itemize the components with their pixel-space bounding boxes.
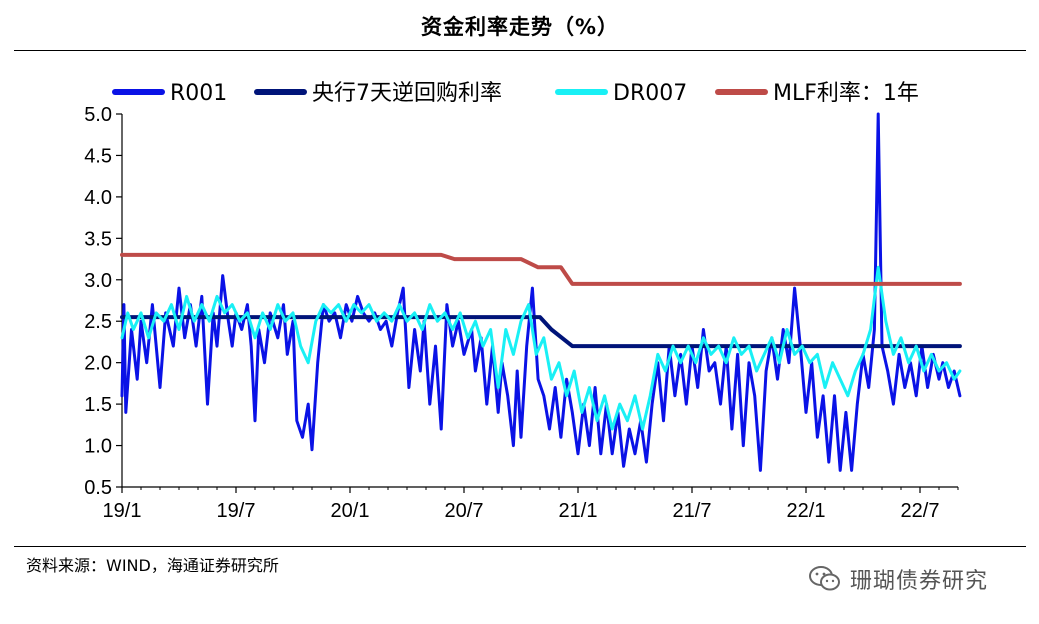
chart-legend: R001 央行7天逆回购利率 DR007 MLF利率：1年 xyxy=(112,81,919,106)
footer-rule xyxy=(14,546,1026,547)
chart-title: 资金利率走势（%） xyxy=(420,15,620,39)
watermark-text: 珊瑚债券研究 xyxy=(850,569,989,594)
series-line-dr007 xyxy=(120,265,962,431)
title-rule xyxy=(14,50,1026,51)
x-tick-label: 19/1 xyxy=(103,500,142,522)
legend-label-policy: 央行7天逆回购利率 xyxy=(312,81,502,106)
series-layer xyxy=(120,112,962,472)
y-axis: 0.5 1.0 1.5 2.0 2.5 3.0 3.5 4.0 4.5 5.0 xyxy=(84,104,123,499)
y-tick-label: 3.5 xyxy=(84,228,112,250)
y-tick-label: 4.5 xyxy=(84,145,112,167)
legend-label-mlf: MLF利率：1年 xyxy=(773,81,919,106)
series-line-r001 xyxy=(120,112,962,472)
x-tick-label: 20/7 xyxy=(445,500,484,522)
x-tick-label: 21/1 xyxy=(559,500,598,522)
legend-label-r001: R001 xyxy=(170,81,227,106)
x-tick-label: 21/7 xyxy=(673,500,712,522)
x-tick-label: 22/1 xyxy=(787,500,826,522)
y-tick-label: 1.0 xyxy=(84,436,112,458)
x-tick-label: 20/1 xyxy=(331,500,370,522)
y-tick-label: 5.0 xyxy=(84,104,112,126)
y-tick-label: 2.5 xyxy=(84,311,112,333)
source-note: 资料来源：WIND，海通证券研究所 xyxy=(26,556,279,575)
watermark: 珊瑚债券研究 xyxy=(808,565,989,594)
line-chart: R001 央行7天逆回购利率 DR007 MLF利率：1年 0.5 1.0 1.5 2.0 2… xyxy=(84,81,962,522)
series-line-mlf xyxy=(120,252,962,286)
x-tick-label: 22/7 xyxy=(901,500,940,522)
y-tick-label: 2.0 xyxy=(84,353,112,375)
y-tick-label: 0.5 xyxy=(84,477,112,499)
wechat-icon xyxy=(809,566,840,591)
y-tick-label: 1.5 xyxy=(84,394,112,416)
y-tick-label: 3.0 xyxy=(84,270,112,292)
y-tick-label: 4.0 xyxy=(84,187,112,209)
x-axis: 19/1 19/7 20/1 20/7 21/1 21/7 22/1 22/7 xyxy=(103,486,959,522)
legend-label-dr007: DR007 xyxy=(613,81,687,106)
x-tick-label: 19/7 xyxy=(217,500,256,522)
